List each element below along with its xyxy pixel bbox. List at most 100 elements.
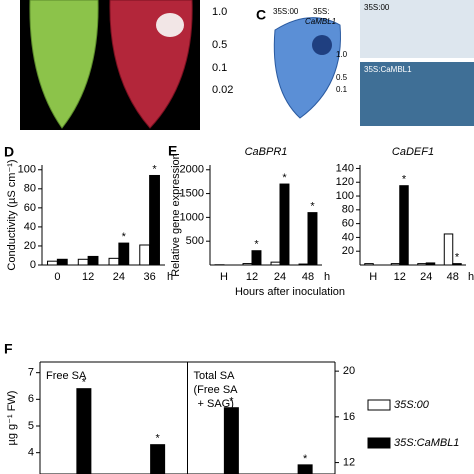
annotation: Free SA — [46, 370, 87, 382]
x-tick-label: 48 — [302, 271, 314, 283]
y-axis-label: µg g⁻¹ FW) — [6, 391, 18, 446]
y-tick-label: 140 — [336, 162, 354, 174]
bar — [307, 212, 318, 266]
label: 35S: — [313, 7, 329, 16]
bar — [364, 263, 374, 266]
y-tick-label: 20 — [24, 240, 36, 252]
legend-label: 35S:CaMBL1 — [394, 437, 459, 449]
bar — [47, 260, 58, 266]
bar — [279, 183, 290, 266]
x-tick-label: 0 — [54, 271, 60, 283]
bar — [297, 464, 313, 474]
y-axis-label: Conductivity (µS cm⁻¹) — [6, 159, 18, 270]
y2-tick-label: 16 — [343, 411, 355, 423]
bar — [56, 258, 68, 266]
x-axis-label: Hours after inoculation — [235, 286, 345, 298]
y-tick-label: 60 — [342, 218, 354, 230]
significance: * — [82, 377, 87, 389]
bar — [87, 255, 99, 266]
y-tick-label: 4 — [28, 447, 34, 459]
label: 35S:00 — [364, 3, 390, 12]
significance: * — [152, 163, 157, 175]
x-tick-label: 12 — [246, 271, 258, 283]
bar — [443, 233, 454, 266]
x-tick-label: 24 — [274, 271, 286, 283]
significance: * — [254, 239, 259, 251]
scale-label: 0.02 — [212, 84, 233, 96]
micrograph — [360, 62, 474, 126]
scale-label: 0.5 — [212, 39, 227, 51]
bar — [118, 242, 130, 266]
x-tick-label: H — [369, 271, 377, 283]
scale-label: 1.0 — [336, 50, 348, 59]
x-tick-label: 24 — [113, 271, 125, 283]
y-tick-label: 120 — [336, 176, 354, 188]
significance: * — [455, 252, 460, 264]
significance: * — [122, 231, 127, 243]
stain — [312, 35, 332, 55]
x-unit: h — [167, 271, 173, 283]
y-tick-label: 40 — [342, 231, 354, 243]
annotation: (Free SA — [194, 384, 239, 396]
bar — [108, 257, 120, 266]
legend-label: 35S:00 — [394, 399, 430, 411]
bar — [270, 261, 281, 266]
bar — [390, 263, 401, 266]
x-tick-label: 36 — [144, 271, 156, 283]
chart-title: CaBPR1 — [245, 146, 288, 158]
bar — [76, 388, 92, 474]
y-tick-label: 500 — [186, 235, 204, 247]
y2-tick-label: 12 — [343, 456, 355, 468]
bar — [139, 244, 151, 266]
scale-label: 0.5 — [336, 73, 348, 82]
y-tick-label: 100 — [336, 190, 354, 202]
legend-swatch — [367, 437, 391, 449]
y-tick-label: 80 — [342, 204, 354, 216]
y-tick-label: 40 — [24, 221, 36, 233]
scale-label: 1.0 — [212, 6, 227, 18]
y-tick-label: 6 — [28, 393, 34, 405]
x-tick-label: H — [220, 271, 228, 283]
significance: * — [155, 433, 160, 445]
y2-tick-label: 20 — [343, 365, 355, 377]
bar — [452, 263, 462, 266]
panel-letter: D — [4, 144, 14, 160]
x-tick-label: 12 — [82, 271, 94, 283]
significance: * — [303, 453, 308, 465]
micrograph — [360, 0, 474, 58]
bar — [399, 185, 409, 266]
significance: * — [402, 174, 407, 186]
scale-label: 0.1 — [212, 62, 227, 74]
bar — [150, 444, 166, 474]
significance: * — [229, 396, 234, 408]
x-tick-label: 12 — [394, 271, 406, 283]
significance: * — [282, 172, 287, 184]
x-tick-label: 48 — [447, 271, 459, 283]
panel-letter: C — [256, 7, 266, 23]
panel-letter: F — [4, 341, 13, 357]
y-tick-label: 80 — [24, 183, 36, 195]
leaf-green — [29, 0, 99, 129]
y-tick-label: 7 — [28, 367, 34, 379]
y-tick-label: 1500 — [180, 187, 204, 199]
y-tick-label: 5 — [28, 420, 34, 432]
y-tick-label: 0 — [30, 259, 36, 271]
y-tick-label: 2000 — [180, 164, 204, 176]
x-unit: h — [324, 271, 330, 283]
bar — [251, 250, 262, 266]
lesion — [156, 13, 184, 37]
x-unit: h — [468, 271, 474, 283]
label: 35S:00 — [273, 7, 299, 16]
label: CaMBL1 — [305, 17, 336, 26]
y-axis-label: Relative gene expression — [170, 153, 182, 277]
label: 35S:CaMBL1 — [364, 65, 412, 74]
bar — [149, 174, 160, 266]
y-tick-label: 60 — [24, 202, 36, 214]
bar — [298, 263, 309, 266]
annotation: Total SA — [194, 370, 236, 382]
bar — [425, 262, 436, 266]
bar — [77, 258, 89, 266]
y-tick-label: 100 — [18, 164, 36, 176]
bar — [223, 407, 239, 474]
